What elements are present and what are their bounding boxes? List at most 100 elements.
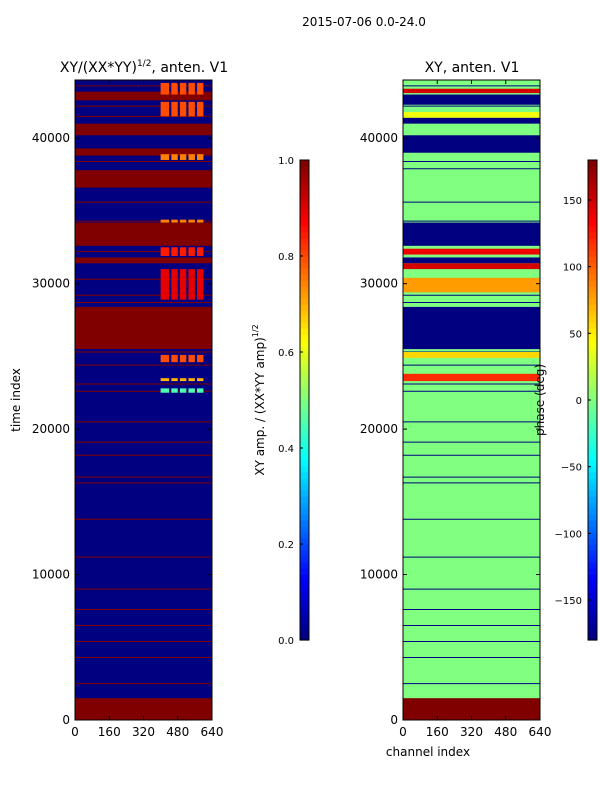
phase-colorbar-swatch-49 (588, 340, 597, 347)
phase-ytick-label-3: 30000 (360, 277, 398, 291)
amp-ratio-feature-7-seg-0 (160, 101, 170, 117)
phase-xtick-label-1: 160 (426, 725, 449, 739)
amp-ratio-colorbar-swatch-37 (300, 412, 309, 419)
phase-band-8 (403, 94, 540, 105)
phase-colorbar-swatch-39 (588, 400, 597, 407)
amp-ratio-colorbar-label-exponent: 1/2 (251, 324, 260, 337)
amp-ratio-feature-2 (160, 354, 204, 363)
amp-ratio-ytick-label-3: 30000 (32, 277, 70, 291)
amp-ratio-feature-1-seg-4 (197, 378, 204, 382)
amp-ratio-colorbar-swatch-3 (300, 616, 309, 623)
phase-colorbar-gradient (588, 160, 597, 641)
amp-ratio-feature-1-seg-0 (160, 378, 170, 382)
amp-ratio-feature-6-seg-4 (197, 154, 204, 160)
phase-colorbar-swatch-53 (588, 316, 597, 323)
phase-feature-5-seg-0 (403, 112, 540, 118)
amp-ratio-band-3 (75, 222, 212, 246)
phase-colorbar-swatch-47 (588, 352, 597, 359)
amp-ratio-colorbar-swatch-41 (300, 388, 309, 395)
amp-ratio-colorbar-swatch-1 (300, 628, 309, 635)
phase-colorbar-swatch-25 (588, 484, 597, 491)
phase-colorbar-swatch-48 (588, 346, 597, 353)
amp-ratio-colorbar-swatch-58 (300, 286, 309, 293)
phase-colorbar-swatch-40 (588, 394, 597, 401)
phase-feature-2-seg-0 (403, 277, 540, 293)
amp-ratio-colorbar-swatch-2 (300, 622, 309, 629)
amp-ratio-feature-3-seg-0 (160, 269, 170, 300)
amp-ratio-feature-0-seg-3 (188, 388, 195, 393)
amp-ratio-xtick-label-3: 480 (166, 725, 189, 739)
phase-colorbar-swatch-44 (588, 370, 597, 377)
amp-ratio-colorbar-swatch-61 (300, 268, 309, 275)
phase-xlabel: channel index (386, 745, 470, 759)
phase-colorbar-swatch-2 (588, 622, 597, 629)
amp-ratio-colorbar-label-prefix: XY amp. / (XX*YY amp) (253, 337, 267, 475)
phase-colorbar-swatch-55 (588, 304, 597, 311)
phase-band-5 (403, 189, 540, 219)
amp-ratio-colorbar-swatch-31 (300, 448, 309, 455)
phase-colorbar-swatch-56 (588, 298, 597, 305)
phase-feature-4 (403, 248, 540, 255)
phase-xtick-label-2: 320 (460, 725, 483, 739)
phase-colorbar-swatch-14 (588, 550, 597, 557)
amp-ratio-ytick-label-0: 0 (62, 713, 70, 727)
phase-colorbar-swatch-69 (588, 220, 597, 227)
amp-ratio-colorbar-swatch-22 (300, 502, 309, 509)
amp-ratio-feature-8-seg-4 (197, 82, 204, 95)
amp-ratio-colorbar-swatch-51 (300, 328, 309, 335)
phase-colorbar: −150 −100 −50 0 50 100 150 phase (deg) (533, 159, 598, 641)
amp-ratio-colorbar-swatch-23 (300, 496, 309, 503)
phase-colorbar-swatch-58 (588, 286, 597, 293)
amp-ratio-ytick-label-1: 10000 (32, 568, 70, 582)
amp-ratio-xtick-label-0: 0 (71, 725, 79, 739)
phase-colorbar-tick-label-3: 0 (576, 396, 582, 407)
amp-ratio-colorbar-swatch-71 (300, 208, 309, 215)
phase-feature-4-seg-0 (403, 248, 540, 255)
amp-ratio-colorbar-swatch-64 (300, 250, 309, 257)
amp-ratio-colorbar-swatch-28 (300, 466, 309, 473)
phase-ytick-label-2: 20000 (360, 422, 398, 436)
amp-ratio-feature-5-seg-1 (171, 219, 178, 223)
phase-colorbar-swatch-11 (588, 568, 597, 575)
amp-ratio-colorbar-swatch-66 (300, 238, 309, 245)
amp-ratio-colorbar-swatch-63 (300, 256, 309, 263)
amp-ratio-feature-1-seg-2 (179, 378, 187, 382)
phase-colorbar-tick-label-4: 50 (569, 329, 582, 340)
amp-ratio-colorbar-swatch-15 (300, 544, 309, 551)
amp-ratio-colorbar-swatch-4 (300, 610, 309, 617)
phase-colorbar-swatch-20 (588, 514, 597, 521)
phase-colorbar-swatch-0 (588, 634, 597, 641)
amp-ratio-band-4 (75, 170, 212, 188)
amp-ratio-colorbar-axis: 0.0 0.2 0.4 0.6 0.8 1.0 (278, 156, 303, 647)
phase-colorbar-swatch-45 (588, 364, 597, 371)
amp-ratio-xtick-label-2: 320 (132, 725, 155, 739)
phase-colorbar-swatch-54 (588, 310, 597, 317)
phase-colorbar-tick-label-1: −100 (555, 529, 582, 540)
amp-ratio-title-suffix: , anten. V1 (151, 60, 228, 76)
amp-ratio-axes: 0 160 320 480 640 0 10000 20000 30000 40000 (32, 80, 223, 739)
phase-colorbar-swatch-72 (588, 202, 597, 209)
amp-ratio-band-0 (75, 698, 212, 720)
phase-colorbar-swatch-43 (588, 376, 597, 383)
amp-ratio-colorbar-swatch-78 (300, 166, 309, 173)
amp-ratio-feature-8-seg-2 (179, 82, 187, 95)
amp-ratio-band-7 (75, 91, 212, 101)
phase-axes: 0 160 320 480 640 0 10000 20000 30000 40000 (360, 80, 551, 739)
phase-feature-2 (403, 277, 540, 293)
amp-ratio-colorbar-swatch-0 (300, 634, 309, 641)
phase-feature-1 (403, 352, 540, 358)
amp-ratio-colorbar-swatch-27 (300, 472, 309, 479)
phase-colorbar-swatch-8 (588, 586, 597, 593)
amp-ratio-feature-2-seg-4 (197, 354, 204, 363)
amp-ratio-feature-8 (160, 82, 204, 95)
amp-ratio-ylabel: time index (9, 368, 23, 432)
phase-colorbar-swatch-77 (588, 172, 597, 179)
amp-ratio-colorbar-swatch-19 (300, 520, 309, 527)
phase-colorbar-swatch-15 (588, 544, 597, 551)
amp-ratio-colorbar-swatch-32 (300, 442, 309, 449)
phase-colorbar-axis: −150 −100 −50 0 50 100 150 (555, 196, 591, 607)
amp-ratio-feature-2-seg-3 (188, 354, 195, 363)
amp-ratio-colorbar-swatch-56 (300, 298, 309, 305)
amp-ratio-colorbar-swatch-49 (300, 340, 309, 347)
amp-ratio-feature-5-seg-0 (160, 219, 170, 223)
